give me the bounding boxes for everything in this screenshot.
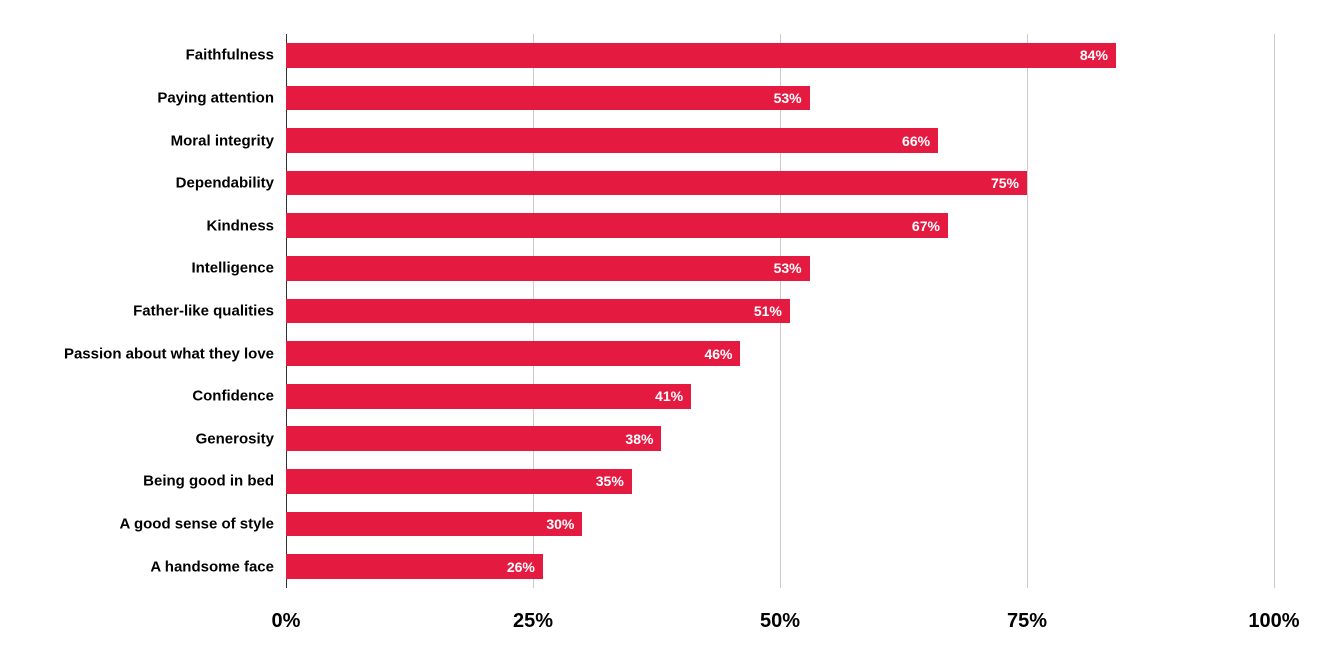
bar-value-label: 46% [704, 346, 732, 362]
bar: 75% [286, 171, 1027, 196]
bar: 38% [286, 426, 661, 451]
bar: 46% [286, 341, 740, 366]
bar-value-label: 35% [596, 473, 624, 489]
bar: 26% [286, 554, 543, 579]
y-category-label: A handsome face [150, 558, 286, 575]
y-category-label: Being good in bed [143, 473, 286, 490]
x-tick-label: 50% [760, 610, 800, 633]
gridline [1274, 34, 1275, 588]
bar: 67% [286, 213, 948, 238]
bar-value-label: 51% [754, 303, 782, 319]
bar-value-label: 53% [774, 260, 802, 276]
bar: 51% [286, 299, 790, 324]
bar: 53% [286, 256, 810, 281]
y-category-label: Passion about what they love [64, 345, 286, 362]
x-tick-label: 0% [272, 610, 301, 633]
bar-value-label: 30% [546, 516, 574, 532]
gridline [1027, 34, 1028, 588]
y-category-label: Dependability [176, 175, 286, 192]
y-category-label: Faithfulness [186, 47, 286, 64]
bar: 53% [286, 86, 810, 111]
bar-value-label: 67% [912, 218, 940, 234]
bar-value-label: 75% [991, 175, 1019, 191]
bar: 30% [286, 512, 582, 537]
y-category-label: A good sense of style [120, 516, 286, 533]
y-category-label: Paying attention [157, 89, 286, 106]
bar: 41% [286, 384, 691, 409]
y-category-label: Kindness [206, 217, 286, 234]
y-category-label: Father-like qualities [133, 303, 286, 320]
bar: 66% [286, 128, 938, 153]
x-tick-label: 100% [1248, 610, 1299, 633]
bar-value-label: 41% [655, 388, 683, 404]
plot-area: 0%25%50%75%100%Faithfulness84%Paying att… [286, 34, 1274, 588]
bar-value-label: 53% [774, 90, 802, 106]
bar-value-label: 38% [625, 431, 653, 447]
y-category-label: Intelligence [191, 260, 286, 277]
bar: 84% [286, 43, 1116, 68]
bar-chart: 0% 25% 50% 75% 100% Faithfulness 84% Paying att… [0, 0, 1324, 665]
x-tick-label: 75% [1007, 610, 1047, 633]
bar-value-label: 66% [902, 133, 930, 149]
x-tick-label: 25% [513, 610, 553, 633]
y-category-label: Confidence [192, 388, 286, 405]
y-category-label: Generosity [196, 430, 286, 447]
y-category-label: Moral integrity [171, 132, 286, 149]
bar-value-label: 84% [1080, 47, 1108, 63]
bar: 35% [286, 469, 632, 494]
bar-value-label: 26% [507, 559, 535, 575]
